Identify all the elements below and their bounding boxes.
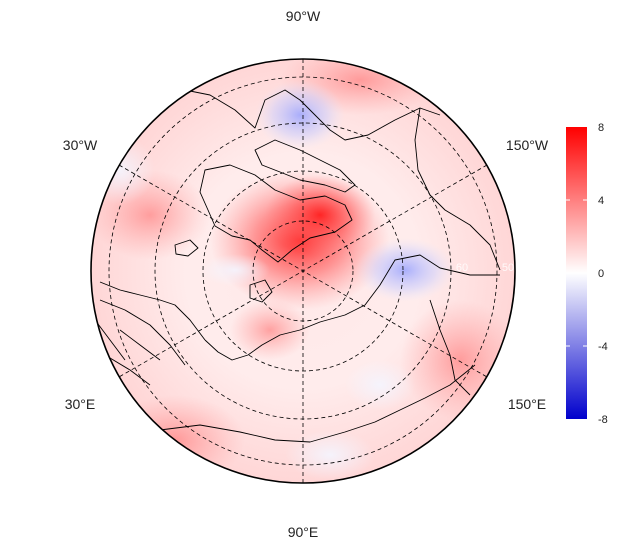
colorbar-tick-label: 0 <box>598 268 604 280</box>
colorbar-gradient <box>566 127 587 419</box>
lon-label-lower-right: 150°E <box>508 396 546 412</box>
scandinavia-coast <box>99 281 206 341</box>
graticule <box>108 59 498 483</box>
north-america-coast <box>139 87 441 141</box>
siberia-coast <box>204 254 500 361</box>
greenland-coast <box>199 164 353 263</box>
lon-label-top: 90°W <box>286 8 321 24</box>
map-boundary <box>90 58 516 484</box>
coastlines <box>94 87 501 443</box>
meridian-150w-30e <box>118 164 488 378</box>
iceland-coast <box>174 239 199 257</box>
lon-label-upper-left: 30°W <box>63 137 98 153</box>
europe-borders <box>94 299 186 386</box>
arctic-archipelago-coast <box>254 139 356 193</box>
lon-label-lower-left: 30°E <box>65 396 96 412</box>
lat-label-50: 50 <box>502 262 514 274</box>
colorbar-ticks <box>566 199 587 347</box>
lon-label-upper-right: 150°W <box>506 137 549 153</box>
lat-label-60: 60 <box>456 262 468 274</box>
colorbar-tick-label: -8 <box>598 414 608 426</box>
colorbar-tick-label: 8 <box>598 122 604 134</box>
colorbar-tick-label: 4 <box>598 195 604 207</box>
asia-borders <box>159 364 476 443</box>
svalbard-coast <box>249 279 273 303</box>
lon-label-bottom: 90°E <box>288 524 319 540</box>
alaska-coast <box>414 107 501 271</box>
colorbar: 8 4 0 -4 -8 <box>566 122 608 426</box>
colorbar-tick-label: -4 <box>598 341 608 353</box>
